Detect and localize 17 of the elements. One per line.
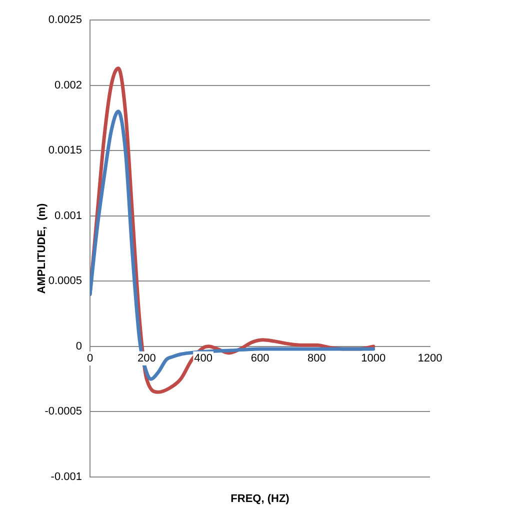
y-tick-label: -0.0005 [44, 406, 82, 418]
x-tick-label: 400 [194, 352, 213, 364]
y-tick-label: 0.001 [54, 210, 82, 222]
y-axis-title: AMPLITUDE, (m) [36, 202, 48, 294]
y-tick-label: 0 [76, 340, 82, 352]
y-tick-label: 0.0015 [48, 144, 82, 157]
x-axis-title: FREQ, (HZ) [230, 493, 290, 506]
y-tick-label: 0.0005 [48, 275, 82, 288]
x-tick-label: 1000 [361, 352, 386, 364]
x-tick-label: 600 [250, 352, 270, 364]
x-tick-label: 800 [307, 352, 326, 364]
x-tick-label: 1200 [418, 352, 442, 364]
y-tick-label: 0.0025 [48, 14, 82, 26]
x-tick-label: 200 [137, 352, 156, 364]
x-tick-label: 0 [86, 352, 94, 364]
y-tick-label: -0.001 [50, 471, 82, 484]
y-tick-label: 0.002 [54, 79, 82, 92]
